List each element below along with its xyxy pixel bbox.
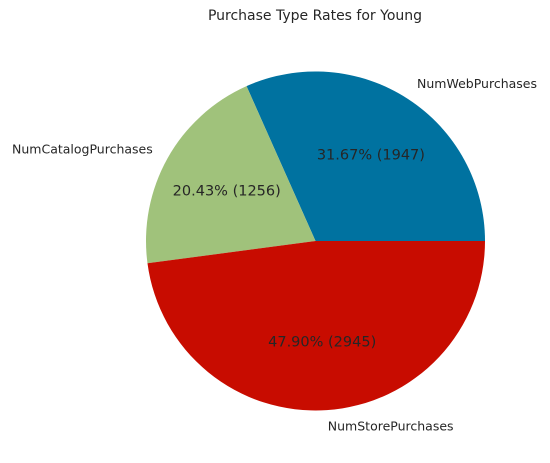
slice-label-numwebpurchases: NumWebPurchases <box>417 76 537 91</box>
pie-slice-numwebpurchases <box>246 71 485 241</box>
slice-label-numstorepurchases: NumStorePurchases <box>328 419 454 434</box>
pie-slice-numcatalogpurchases <box>146 86 316 264</box>
pie-slice-numstorepurchases <box>147 241 486 411</box>
slice-value-label-numcatalogpurchases: 20.43% (1256) <box>173 183 281 199</box>
slice-label-numcatalogpurchases: NumCatalogPurchases <box>12 141 153 156</box>
slice-value-label-numwebpurchases: 31.67% (1947) <box>317 148 425 164</box>
slice-value-label-numstorepurchases: 47.90% (2945) <box>268 334 376 350</box>
chart-title: Purchase Type Rates for Young <box>207 8 423 24</box>
